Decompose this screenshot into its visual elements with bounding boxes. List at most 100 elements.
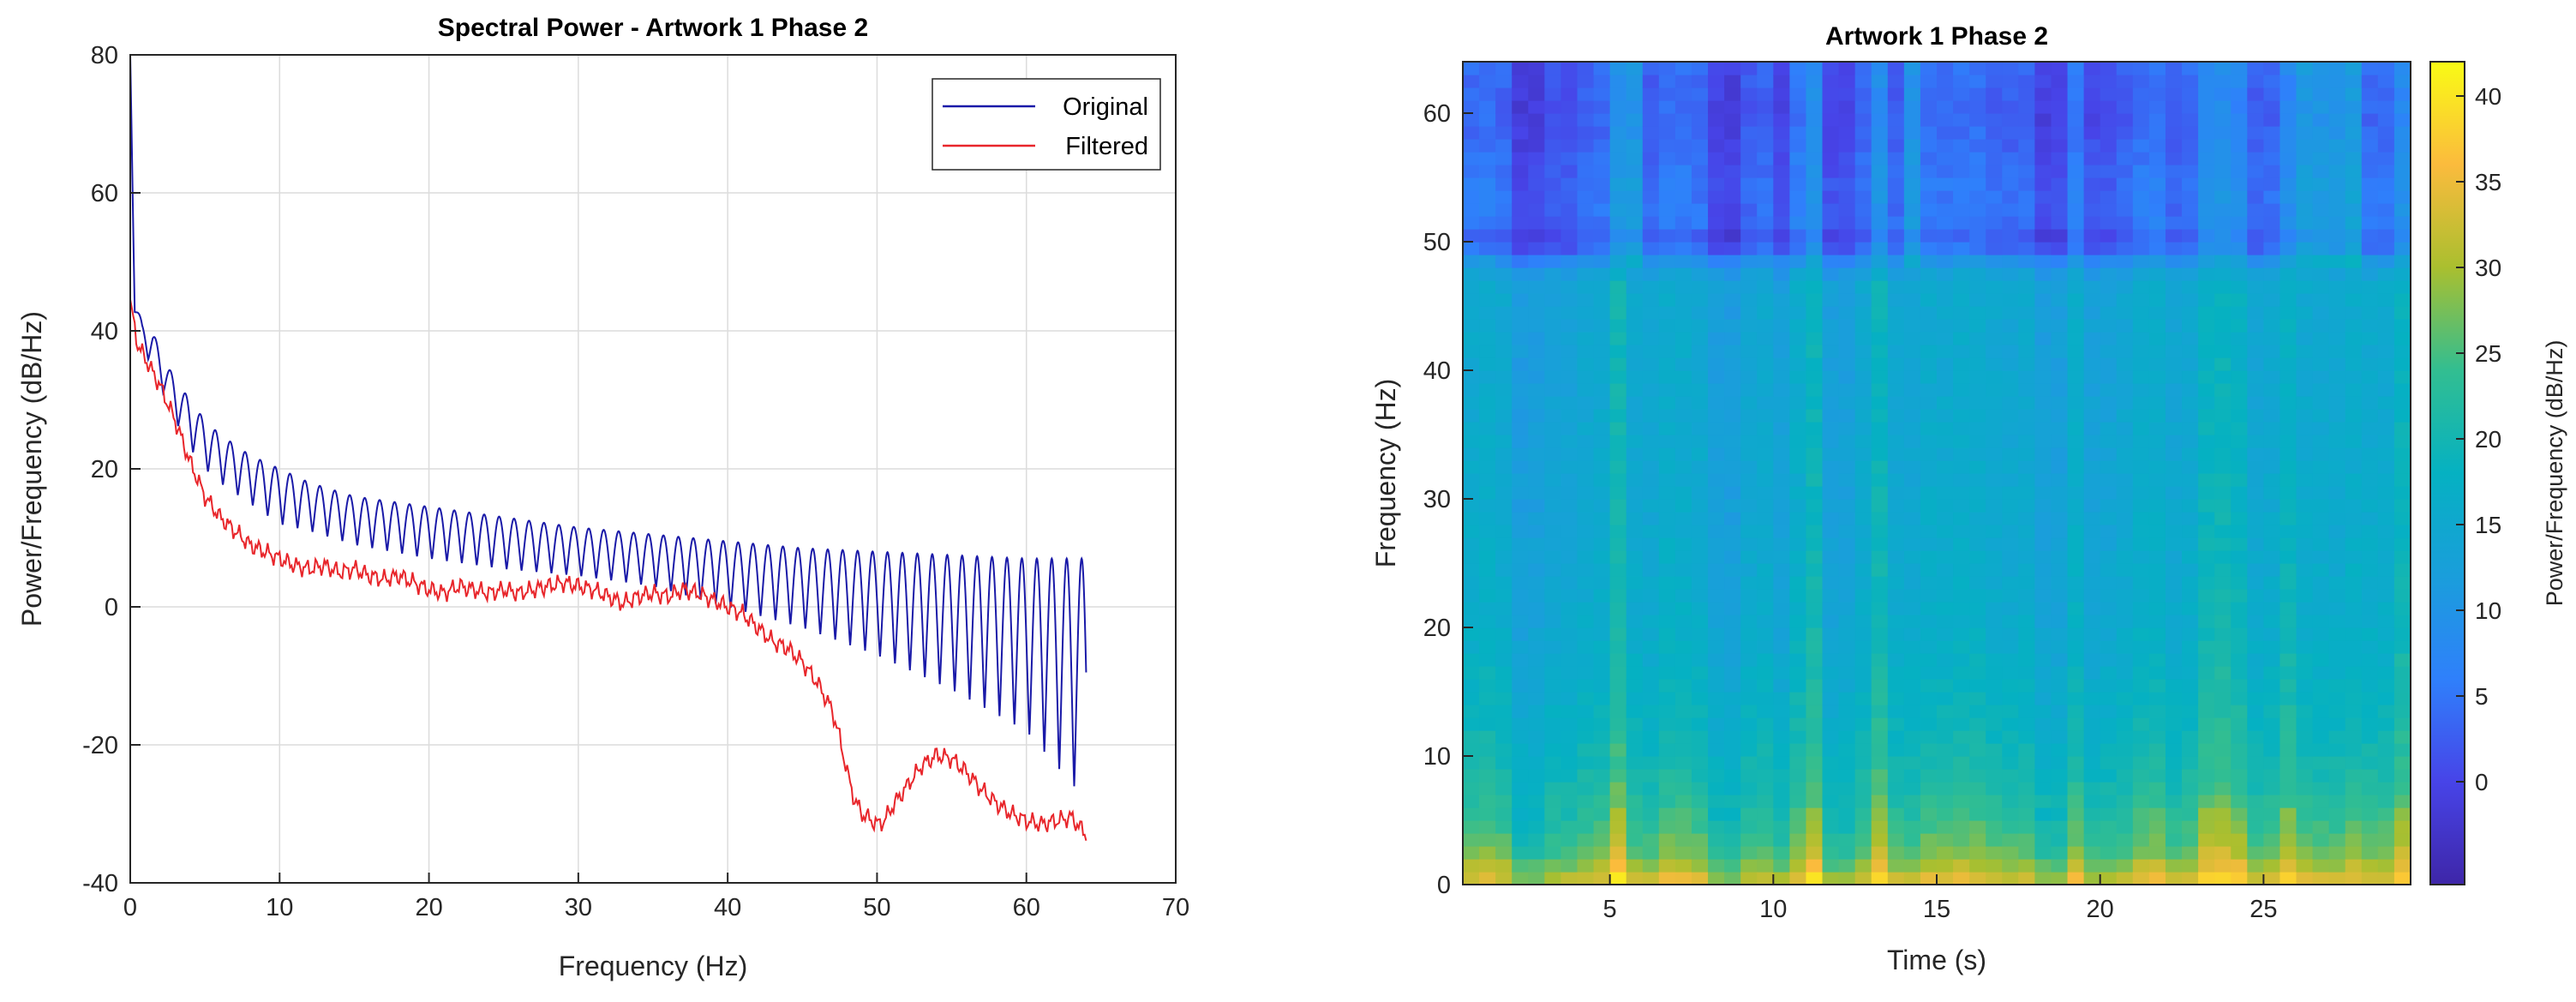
heatmap-cell bbox=[1969, 743, 1986, 757]
heatmap-cell bbox=[1642, 396, 1660, 410]
heatmap-cell bbox=[1724, 653, 1741, 667]
heatmap-cell bbox=[2100, 190, 2118, 204]
heatmap-cell bbox=[1822, 87, 1840, 101]
heatmap-cell bbox=[1674, 357, 1692, 371]
heatmap-cell bbox=[1593, 62, 1611, 75]
heatmap-cell bbox=[1577, 203, 1595, 217]
heatmap-cell bbox=[1740, 872, 1758, 885]
heatmap-cell bbox=[2002, 756, 2019, 770]
heatmap-cell bbox=[2296, 846, 2314, 860]
heatmap-cell bbox=[2002, 615, 2019, 628]
heatmap-cell bbox=[1789, 512, 1807, 525]
heatmap-cell bbox=[2263, 383, 2281, 397]
heatmap-cell bbox=[2231, 422, 2248, 435]
heatmap-cell bbox=[1838, 833, 1856, 847]
heatmap-cell bbox=[2100, 370, 2118, 384]
heatmap-cell bbox=[1561, 859, 1579, 873]
heatmap-cell bbox=[2116, 717, 2134, 731]
heatmap-cell bbox=[2279, 717, 2297, 731]
heatmap-cell bbox=[2296, 435, 2314, 448]
heatmap-cell bbox=[1789, 833, 1807, 847]
heatmap-cell bbox=[1708, 139, 1725, 153]
heatmap-cell bbox=[2182, 113, 2199, 127]
heatmap-cell bbox=[1561, 846, 1579, 860]
heatmap-cell bbox=[2002, 370, 2019, 384]
heatmap-cell bbox=[1463, 717, 1480, 731]
heatmap-cell bbox=[2377, 640, 2395, 654]
heatmap-cell bbox=[1544, 306, 1562, 320]
heatmap-cell bbox=[2051, 730, 2069, 744]
heatmap-cell bbox=[1708, 666, 1725, 680]
heatmap-cell bbox=[1479, 62, 1496, 75]
heatmap-cell bbox=[1854, 409, 1872, 423]
heatmap-cell bbox=[2018, 537, 2036, 551]
heatmap-cell bbox=[1691, 653, 1709, 667]
heatmap-cell bbox=[1871, 807, 1889, 821]
heatmap-cell bbox=[2214, 435, 2232, 448]
heatmap-cell bbox=[1658, 62, 1676, 75]
heatmap-cell bbox=[1512, 730, 1529, 744]
heatmap-cell bbox=[1920, 589, 1938, 603]
heatmap-cell bbox=[2377, 75, 2395, 88]
heatmap-cell bbox=[2361, 846, 2379, 860]
heatmap-cell bbox=[1674, 87, 1692, 101]
heatmap-cell bbox=[1593, 370, 1611, 384]
heatmap-cell bbox=[1789, 139, 1807, 153]
heatmap-cell bbox=[2345, 679, 2363, 693]
heatmap-cell bbox=[2165, 139, 2183, 153]
heatmap-cell bbox=[2296, 537, 2314, 551]
heatmap-cell bbox=[1822, 795, 1840, 808]
heatmap-cell bbox=[1479, 730, 1496, 744]
heatmap-cell bbox=[1871, 113, 1889, 127]
heatmap-cell bbox=[2377, 833, 2395, 847]
heatmap-cell bbox=[1708, 255, 1725, 268]
heatmap-cell bbox=[2051, 357, 2069, 371]
heatmap-cell bbox=[1658, 679, 1676, 693]
heatmap-cell bbox=[1544, 717, 1562, 731]
heatmap-cell bbox=[2083, 486, 2101, 500]
heatmap-cell bbox=[2148, 499, 2166, 513]
heatmap-cell bbox=[1577, 666, 1595, 680]
heatmap-cell bbox=[2018, 705, 2036, 718]
heatmap-cell bbox=[2100, 807, 2118, 821]
heatmap-cell bbox=[2361, 833, 2379, 847]
heatmap-cell bbox=[2214, 306, 2232, 320]
heatmap-cell bbox=[2148, 255, 2166, 268]
heatmap-cell bbox=[1495, 306, 1513, 320]
heatmap-cell bbox=[1626, 525, 1644, 538]
heatmap-cell bbox=[2214, 332, 2232, 345]
heatmap-cell bbox=[1937, 807, 1954, 821]
heatmap-cell bbox=[2214, 177, 2232, 191]
heatmap-cell bbox=[2116, 152, 2134, 165]
heatmap-cell bbox=[2051, 113, 2069, 127]
heatmap-cell bbox=[2165, 422, 2183, 435]
heatmap-cell bbox=[1903, 769, 1921, 783]
heatmap-cell bbox=[1642, 486, 1660, 500]
heatmap-cell bbox=[1838, 563, 1856, 577]
heatmap-cell bbox=[1838, 705, 1856, 718]
heatmap-cell bbox=[1920, 460, 1938, 474]
heatmap-cell bbox=[1740, 833, 1758, 847]
heatmap-cell bbox=[1544, 190, 1562, 204]
heatmap-cell bbox=[2279, 782, 2297, 795]
heatmap-cell bbox=[2182, 255, 2199, 268]
heatmap-cell bbox=[2067, 177, 2085, 191]
heatmap-cell bbox=[2377, 280, 2395, 294]
heatmap-cell bbox=[2100, 435, 2118, 448]
heatmap-cell bbox=[1838, 62, 1856, 75]
heatmap-cell bbox=[1495, 769, 1513, 783]
heatmap-cell bbox=[2132, 782, 2150, 795]
heatmap-cell bbox=[1920, 267, 1938, 281]
heatmap-cell bbox=[2247, 833, 2264, 847]
heatmap-cell bbox=[1822, 152, 1840, 165]
heatmap-cell bbox=[2214, 717, 2232, 731]
heatmap-cell bbox=[2182, 473, 2199, 487]
heatmap-cell bbox=[2361, 537, 2379, 551]
heatmap-cell bbox=[2067, 229, 2085, 243]
heatmap-cell bbox=[2328, 293, 2346, 307]
heatmap-cell bbox=[2361, 447, 2379, 461]
heatmap-cell bbox=[2116, 229, 2134, 243]
heatmap-cell bbox=[2132, 550, 2150, 564]
heatmap-cell bbox=[2100, 705, 2118, 718]
